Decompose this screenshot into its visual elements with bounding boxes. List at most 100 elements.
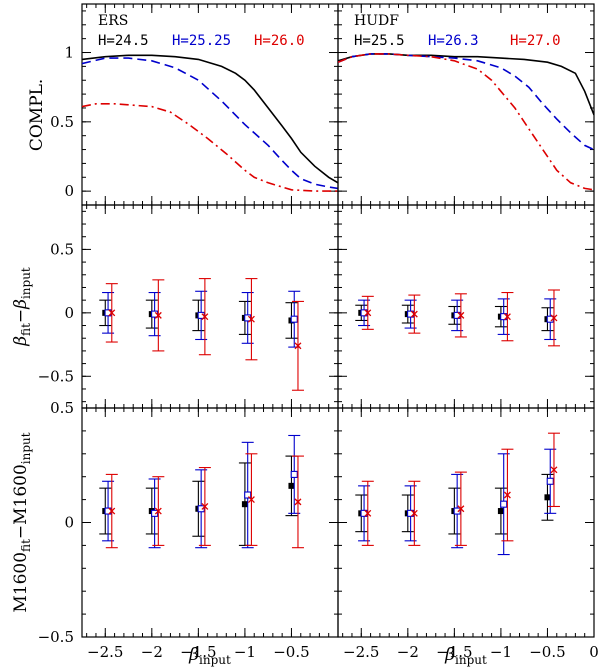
data-point-cross bbox=[457, 311, 465, 319]
data-point-cross bbox=[201, 313, 209, 321]
panel-title: ERS bbox=[98, 13, 128, 29]
panel-title: HUDF bbox=[354, 13, 399, 29]
cross-stroke bbox=[364, 309, 372, 317]
cross-stroke bbox=[201, 313, 209, 321]
series-line-red bbox=[82, 103, 338, 192]
x-tick-label: −2 bbox=[397, 643, 419, 661]
x-tick-label: −0.5 bbox=[273, 643, 309, 661]
data-point-cross bbox=[503, 313, 511, 321]
cross-stroke bbox=[201, 503, 209, 510]
y-axis-label-part: M1600 bbox=[11, 552, 31, 613]
data-point-cross bbox=[503, 491, 511, 499]
x-axis-label-part: input bbox=[199, 653, 231, 667]
y-tick-label: 0 bbox=[64, 304, 74, 322]
data-point-open-square bbox=[197, 505, 205, 513]
x-tick-label: −2 bbox=[141, 643, 163, 661]
cross-stroke bbox=[457, 505, 465, 513]
cross-stroke bbox=[247, 496, 255, 504]
data-point-open-square bbox=[500, 500, 508, 508]
data-point-cross bbox=[550, 466, 558, 474]
data-point-filled-square bbox=[241, 501, 248, 508]
x-tick-label: −1 bbox=[234, 643, 256, 661]
panel-data bbox=[99, 434, 304, 549]
panel-middle-right bbox=[337, 204, 595, 409]
panel-top-right: HUDF H=25.5 H=26.3 H=27.0 bbox=[337, 3, 595, 206]
cross-stroke bbox=[154, 507, 162, 515]
y-axis-label: COMPL. bbox=[27, 79, 47, 151]
panel-bottom-right: −2.5 −2 −1.5 −1 −0.5 0 βinput bbox=[337, 407, 599, 667]
x-tick-label: −1 bbox=[490, 643, 512, 661]
legend-entry: H=27.0 bbox=[510, 33, 561, 49]
cross-stroke bbox=[247, 315, 255, 323]
y-tick-label: 0 bbox=[64, 182, 74, 200]
data-point-open-square bbox=[290, 315, 298, 323]
cross-stroke bbox=[154, 311, 162, 319]
data-point-filled-square bbox=[288, 482, 295, 489]
panel-data bbox=[338, 53, 594, 191]
legend-entry: H=26.0 bbox=[254, 33, 305, 49]
data-point-open-square bbox=[290, 470, 298, 478]
legend-entry: H=24.5 bbox=[98, 33, 149, 49]
data-point-cross bbox=[108, 309, 116, 317]
x-axis-label: βinput bbox=[188, 645, 231, 667]
y-axis-label-part: fit bbox=[19, 539, 33, 552]
legend-entry: H=25.25 bbox=[172, 33, 231, 49]
y-axis-label: βfit−βinput bbox=[11, 267, 33, 347]
data-point-cross bbox=[294, 498, 302, 506]
y-tick-label: 0.5 bbox=[50, 113, 74, 131]
legend-entry: H=25.5 bbox=[354, 33, 405, 49]
data-point-cross bbox=[364, 309, 372, 317]
data-point-cross bbox=[410, 310, 418, 318]
data-point-open-square bbox=[151, 509, 159, 517]
cross-stroke bbox=[550, 314, 558, 322]
cross-stroke bbox=[503, 491, 511, 499]
panel-data bbox=[355, 289, 560, 347]
data-point-cross bbox=[410, 509, 418, 517]
panel-bottom-left: −0.500.5−2.5 −2 −1.5 −1 −0.5M1600fit−M1600in… bbox=[11, 399, 339, 667]
cross-stroke bbox=[108, 309, 116, 317]
y-tick-label: −0.5 bbox=[38, 367, 74, 385]
data-point-cross bbox=[247, 315, 255, 323]
data-point-cross bbox=[550, 314, 558, 322]
cross-stroke bbox=[294, 342, 302, 350]
y-axis-label-part: input bbox=[19, 267, 33, 299]
cross-stroke bbox=[550, 466, 558, 474]
y-axis-label-part: fit bbox=[19, 323, 33, 336]
panel-frame bbox=[337, 204, 595, 409]
cross-stroke bbox=[410, 509, 418, 517]
x-tick-label: −1.5 bbox=[436, 643, 472, 661]
x-tick-label: 0 bbox=[589, 643, 599, 661]
x-tick-label: −0.5 bbox=[529, 643, 565, 661]
legend-entry: H=26.3 bbox=[428, 33, 479, 49]
y-axis-label-part: β bbox=[11, 299, 31, 310]
cross-stroke bbox=[410, 310, 418, 318]
data-point-filled-square bbox=[497, 508, 504, 515]
cross-stroke bbox=[294, 498, 302, 506]
panel-top-left: 0 0.5 1 ERS H=24.5 H=25.25 H=26.0 COMPL. bbox=[27, 3, 339, 206]
cross-stroke bbox=[503, 313, 511, 321]
x-tick-label: −1.5 bbox=[180, 643, 216, 661]
x-axis-label-part: β bbox=[188, 645, 199, 665]
series-line-red bbox=[338, 53, 594, 191]
y-tick-label: −0.5 bbox=[38, 628, 74, 646]
y-axis-label-part: − bbox=[11, 309, 31, 323]
x-tick-label: −2.5 bbox=[343, 643, 379, 661]
data-point-cross bbox=[108, 507, 116, 515]
y-tick-label: 0.5 bbox=[50, 240, 74, 258]
series-line-black bbox=[82, 54, 338, 184]
series-line-black bbox=[338, 53, 594, 116]
panel-frame bbox=[337, 407, 595, 638]
x-tick-label: −2.5 bbox=[87, 643, 123, 661]
panel-frame bbox=[81, 407, 339, 638]
panel-data bbox=[82, 54, 338, 192]
data-point-cross bbox=[154, 507, 162, 515]
x-axis-label-part: input bbox=[455, 653, 487, 667]
y-tick-label: 0.5 bbox=[50, 399, 74, 417]
x-axis-label-part: β bbox=[444, 645, 455, 665]
cross-stroke bbox=[108, 507, 116, 515]
data-point-open-square bbox=[546, 477, 554, 485]
y-axis-label-part: β bbox=[11, 336, 31, 347]
data-point-cross bbox=[294, 342, 302, 350]
y-axis-label-part: −M1600 bbox=[11, 464, 31, 539]
